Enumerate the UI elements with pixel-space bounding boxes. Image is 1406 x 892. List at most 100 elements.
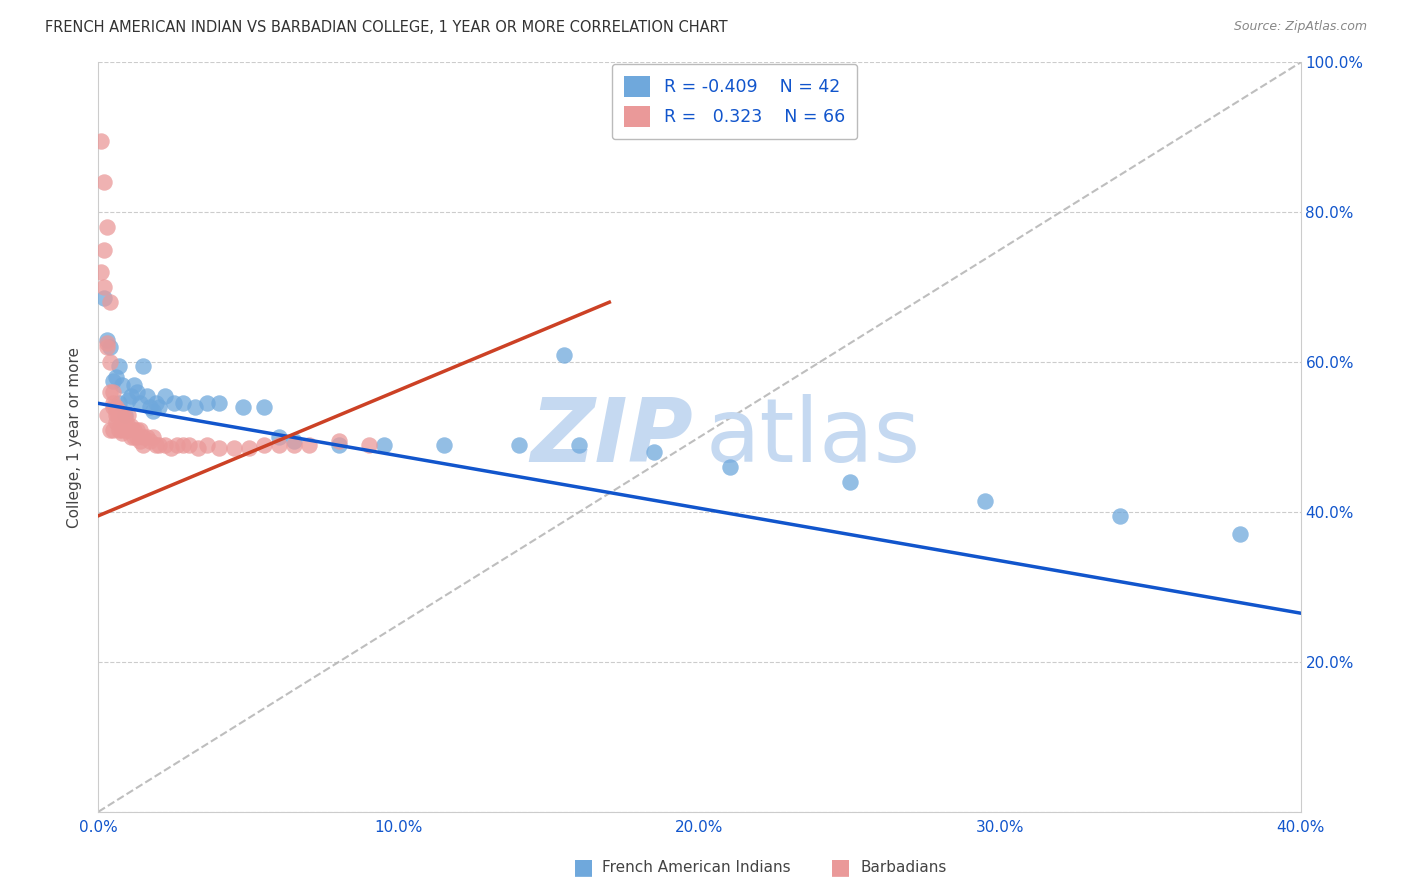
Point (148, 437, 170, 451)
Point (838, 475, 860, 489)
Point (90, 134, 112, 148)
Point (121, 418, 143, 433)
Text: ■: ■ (831, 857, 851, 877)
Point (117, 423, 139, 437)
Point (108, 396, 131, 410)
Point (105, 404, 128, 418)
Point (108, 404, 131, 418)
Point (568, 437, 591, 451)
Point (114, 408, 136, 422)
Text: ■: ■ (574, 857, 593, 877)
Point (132, 359, 155, 373)
Point (195, 437, 218, 451)
Point (114, 423, 136, 437)
Text: atlas: atlas (706, 393, 921, 481)
Point (195, 396, 218, 410)
Point (117, 418, 139, 433)
Point (208, 442, 231, 456)
Point (114, 411, 136, 425)
Point (100, 423, 122, 437)
Point (135, 430, 157, 444)
Text: Barbadians: Barbadians (860, 860, 946, 874)
Point (90, 265, 112, 279)
Point (141, 430, 163, 444)
Point (108, 359, 131, 373)
Point (127, 385, 149, 400)
Point (100, 295, 122, 310)
Point (718, 460, 741, 475)
Point (135, 389, 157, 403)
Legend: R = -0.409    N = 42, R =   0.323    N = 66: R = -0.409 N = 42, R = 0.323 N = 66 (612, 63, 858, 139)
Point (105, 400, 128, 414)
Point (105, 408, 128, 422)
Point (145, 396, 167, 410)
Point (1109, 508, 1132, 523)
Point (138, 434, 160, 448)
Point (166, 437, 188, 451)
Point (508, 437, 530, 451)
Point (553, 348, 575, 362)
Point (100, 385, 122, 400)
Point (93, 292, 115, 306)
Point (129, 396, 152, 410)
Point (96, 336, 118, 351)
Point (153, 389, 176, 403)
Point (93, 280, 115, 294)
Point (177, 437, 200, 451)
Point (222, 442, 245, 456)
Point (267, 437, 290, 451)
Point (93, 175, 115, 189)
Point (105, 370, 128, 384)
Point (96, 333, 118, 347)
Point (103, 423, 125, 437)
Point (1229, 527, 1251, 541)
Point (127, 430, 149, 444)
Point (159, 442, 181, 456)
Point (132, 437, 155, 451)
Point (103, 396, 125, 410)
Point (974, 493, 997, 508)
Point (267, 430, 290, 444)
Point (117, 392, 139, 407)
Text: FRENCH AMERICAN INDIAN VS BARBADIAN COLLEGE, 1 YEAR OR MORE CORRELATION CHART: FRENCH AMERICAN INDIAN VS BARBADIAN COLL… (45, 20, 728, 35)
Point (103, 400, 125, 414)
Point (132, 430, 155, 444)
Point (232, 400, 254, 414)
Point (108, 423, 131, 437)
Point (117, 408, 139, 422)
Point (96, 220, 118, 235)
Point (162, 396, 184, 410)
Point (187, 442, 209, 456)
Point (238, 442, 260, 456)
Text: ZIP: ZIP (530, 393, 693, 481)
Point (138, 400, 160, 414)
Point (103, 385, 125, 400)
Point (124, 423, 146, 437)
Point (124, 377, 146, 392)
Point (283, 434, 305, 448)
Point (141, 404, 163, 418)
Y-axis label: College, 1 year or more: College, 1 year or more (67, 347, 83, 527)
Text: French American Indians: French American Indians (602, 860, 790, 874)
Point (111, 415, 134, 429)
Point (108, 408, 131, 422)
Point (96, 408, 118, 422)
Point (111, 408, 134, 422)
Point (145, 437, 167, 451)
Point (127, 423, 149, 437)
Point (208, 396, 231, 410)
Point (283, 437, 305, 451)
Point (100, 340, 122, 354)
Point (129, 434, 152, 448)
Text: Source: ZipAtlas.com: Source: ZipAtlas.com (1233, 20, 1367, 33)
Point (111, 423, 134, 437)
Point (100, 355, 122, 369)
Point (643, 445, 665, 459)
Point (172, 396, 194, 410)
Point (433, 437, 456, 451)
Point (111, 377, 134, 392)
Point (253, 400, 276, 414)
Point (172, 437, 194, 451)
Point (129, 423, 152, 437)
Point (93, 243, 115, 257)
